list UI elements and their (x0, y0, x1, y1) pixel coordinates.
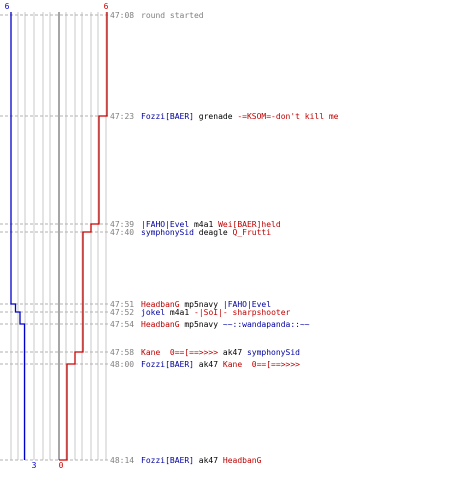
weapon-name: deagle (193, 228, 233, 237)
event-text: round started (141, 11, 204, 20)
event-timestamp: 47:23 (110, 112, 135, 121)
weapon-name: grenade (193, 112, 238, 121)
event-timestamp: 47:51 (110, 300, 135, 309)
event-message: HeadbanG mp5navy |FAHO|Evel (141, 300, 271, 309)
event-message: Kane 0==[==>>>> ak47 symphonySid (141, 348, 300, 357)
blue-team-alive-line (10, 12, 26, 460)
blue-end-count: 3 (32, 461, 37, 470)
event-message: Fozzi[BAER] grenade -=KSOM=-don't kill m… (141, 112, 339, 121)
event-message: Fozzi[BAER] ak47 HeadbanG (141, 456, 261, 465)
player-name: Fozzi[BAER] (141, 456, 194, 465)
event-timestamp: 48:14 (110, 456, 135, 465)
event-timestamp: 47:40 (110, 228, 135, 237)
player-name: Kane 0==[==>>>> (222, 360, 300, 369)
player-name: Kane 0==[==>>>> (141, 348, 219, 357)
weapon-name: ak47 (193, 360, 223, 369)
event-message: symphonySid deagle Q_Frutti (141, 228, 271, 237)
event-timestamp: 47:39 (110, 220, 135, 229)
event-timestamp: 47:08 (110, 11, 135, 20)
event-timestamp: 47:54 (110, 320, 135, 329)
player-name: ~~::wandapanda::~~ (222, 320, 310, 329)
blue-start-count: 6 (5, 2, 10, 11)
event-message: round started (141, 11, 204, 20)
event-message: |FAHO|Evel m4a1 Wei[BAER]held (141, 220, 281, 229)
event-timestamp: 48:00 (110, 360, 135, 369)
player-name: Wei[BAER]held (218, 220, 281, 229)
event-message: Fozzi[BAER] ak47 Kane 0==[==>>>> (141, 360, 300, 369)
player-name: HeadbanG (141, 300, 180, 309)
player-name: Fozzi[BAER] (141, 360, 194, 369)
weapon-name: m4a1 (165, 308, 194, 317)
weapon-name: mp5navy (179, 320, 223, 329)
event-timestamp: 47:52 (110, 308, 135, 317)
weapon-name: mp5navy (179, 300, 223, 309)
player-name: jokel (141, 308, 166, 317)
player-name: symphonySid (246, 348, 300, 357)
weapon-name: m4a1 (189, 220, 219, 229)
player-name: symphonySid (141, 228, 194, 237)
event-timestamp: 47:58 (110, 348, 135, 357)
player-name: HeadbanG (222, 456, 262, 465)
player-name: Fozzi[BAER] (141, 112, 194, 121)
red-team-alive-line (59, 12, 108, 461)
player-name: |FAHO|Evel (141, 220, 190, 229)
event-message: jokel m4a1 -|SoI|- sharpshooter (141, 308, 290, 317)
event-message: HeadbanG mp5navy ~~::wandapanda::~~ (141, 320, 310, 329)
player-name: -=KSOM=-don't kill me (237, 112, 339, 121)
weapon-name: ak47 (218, 348, 247, 357)
player-name: Q_Frutti (232, 228, 272, 237)
red-start-count: 6 (104, 2, 109, 11)
player-name: |FAHO|Evel (222, 300, 272, 309)
red-end-count: 0 (59, 461, 64, 470)
weapon-name: ak47 (193, 456, 223, 465)
player-name: HeadbanG (141, 320, 180, 329)
player-name: -|SoI|- sharpshooter (194, 308, 291, 317)
